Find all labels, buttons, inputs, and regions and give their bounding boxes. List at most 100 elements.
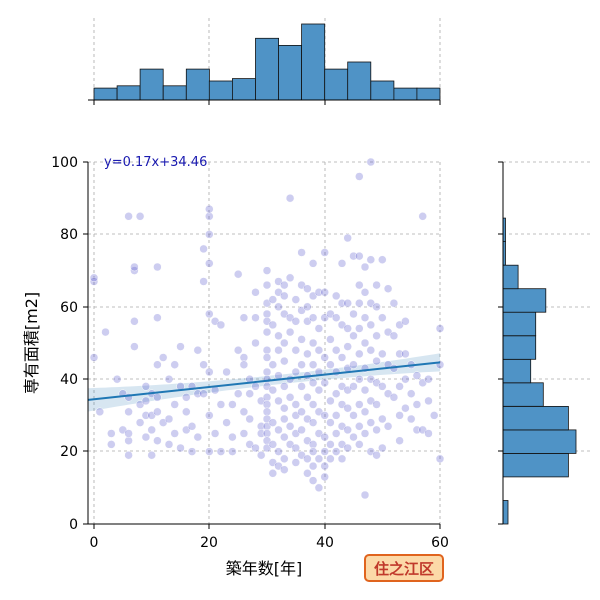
scatter-point	[326, 418, 335, 427]
scatter-point	[262, 429, 272, 438]
scatter-point	[349, 309, 358, 319]
scatter-point	[366, 418, 376, 427]
scatter-point	[216, 447, 226, 456]
scatter-point	[130, 317, 139, 326]
y-histogram-bars	[502, 217, 577, 525]
scatter-point	[268, 418, 278, 427]
scatter-point	[360, 288, 370, 297]
y-axis-title: 専有面積[m2]	[22, 292, 41, 394]
scatter-point	[303, 284, 312, 293]
scatter-point	[435, 324, 445, 333]
regression-equation: y=0.17x+34.46	[104, 155, 207, 170]
scatter-point	[228, 447, 237, 456]
scatter-point	[372, 400, 381, 409]
scatter-point	[355, 324, 364, 333]
y-tick-label-20: 20	[60, 444, 78, 460]
scatter-point	[326, 335, 335, 344]
scatter-point	[401, 403, 410, 413]
scatter-point	[343, 403, 352, 413]
scatter-point	[355, 374, 364, 384]
scatter-point	[130, 342, 139, 351]
scatter-point	[205, 204, 214, 214]
scatter-point	[164, 440, 174, 449]
scatter-point	[285, 422, 295, 431]
y-tick-label-80: 80	[60, 227, 78, 243]
scatter-point	[245, 389, 254, 398]
scatter-point	[314, 324, 324, 333]
scatter-point	[401, 317, 410, 326]
scatter-point	[233, 269, 243, 279]
scatter-point	[268, 469, 278, 478]
scatter-point	[239, 313, 249, 322]
scatter-point	[401, 374, 410, 384]
scatter-point	[170, 400, 179, 409]
scatter-point	[308, 476, 318, 485]
x-histogram-bar	[416, 87, 441, 101]
scatter-point	[153, 436, 162, 445]
scatter-point	[303, 469, 312, 478]
scatter-point	[112, 374, 122, 384]
scatter-point	[412, 425, 422, 435]
scatter-point	[291, 367, 301, 377]
scatter-point	[383, 422, 393, 431]
scatter-point	[210, 429, 220, 438]
scatter-point	[349, 432, 358, 442]
scatter-point	[193, 389, 203, 398]
x-histogram-bar	[370, 80, 395, 101]
scatter-point	[389, 298, 399, 308]
scatter-point	[331, 313, 341, 322]
scatter-point	[303, 393, 312, 402]
scatter-point	[280, 280, 289, 290]
scatter-point	[360, 490, 370, 500]
x-tick-label-40: 40	[316, 535, 334, 551]
scatter-point	[355, 280, 364, 290]
y-histogram-bar	[502, 311, 537, 337]
scatter-point	[251, 338, 260, 348]
scatter-point	[383, 284, 393, 293]
scatter-point	[320, 461, 329, 471]
scatter-point	[205, 367, 214, 377]
scatter-point	[360, 429, 370, 438]
scatter-point	[256, 429, 266, 438]
scatter-point	[372, 356, 381, 366]
scatter-point	[424, 396, 433, 406]
scatter-point	[291, 443, 301, 453]
scatter-point	[314, 385, 324, 395]
scatter-point	[355, 172, 364, 181]
scatter-point	[406, 389, 416, 398]
scatter-point	[372, 331, 381, 341]
scatter-point	[89, 273, 99, 283]
scatter-point	[349, 360, 358, 369]
scatter-point	[395, 436, 404, 445]
scatter-point	[147, 450, 156, 460]
scatter-point	[378, 313, 387, 322]
x-histogram-bar	[301, 23, 326, 101]
scatter-points	[89, 157, 445, 500]
scatter-point	[343, 324, 352, 333]
scatter-point	[320, 472, 329, 482]
scatter-point	[153, 262, 162, 272]
scatter-point	[360, 313, 370, 322]
scatter-point	[412, 371, 422, 380]
scatter-point	[331, 389, 341, 398]
scatter-point	[256, 450, 266, 460]
scatter-point	[297, 425, 306, 435]
scatter-point	[349, 411, 358, 420]
scatter-point	[331, 291, 341, 301]
y-histogram-bar	[502, 382, 544, 407]
scatter-point	[274, 331, 283, 341]
scatter-point	[395, 411, 404, 420]
scatter-point	[164, 414, 174, 424]
scatter-point	[395, 382, 404, 391]
scatter-point	[320, 378, 329, 388]
scatter-point	[285, 193, 295, 203]
scatter-point	[297, 248, 306, 257]
district-badge: 住之江区	[364, 554, 444, 582]
scatter-point	[164, 374, 174, 384]
scatter-point	[343, 425, 352, 435]
scatter-point	[135, 418, 145, 427]
scatter-point	[308, 440, 318, 449]
scatter-point	[366, 320, 376, 330]
scatter-panel: 0 20 40 60 80 100 0 20 40 60 築年数[年] 専有面積…	[22, 155, 449, 578]
scatter-point	[343, 342, 352, 351]
